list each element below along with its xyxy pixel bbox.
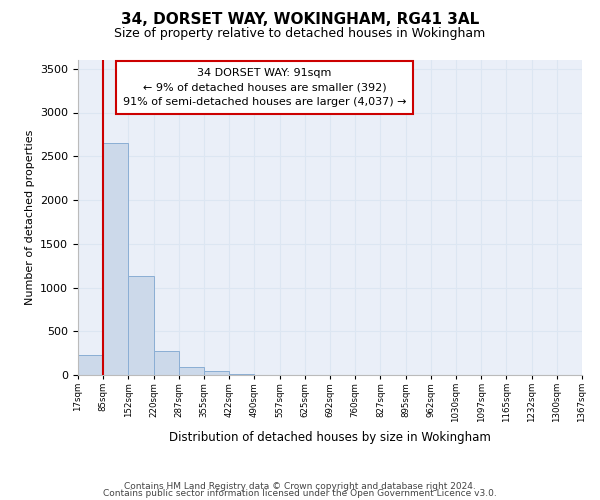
Text: Contains HM Land Registry data © Crown copyright and database right 2024.: Contains HM Land Registry data © Crown c…	[124, 482, 476, 491]
X-axis label: Distribution of detached houses by size in Wokingham: Distribution of detached houses by size …	[169, 430, 491, 444]
Bar	[103, 143, 128, 375]
Text: 34, DORSET WAY, WOKINGHAM, RG41 3AL: 34, DORSET WAY, WOKINGHAM, RG41 3AL	[121, 12, 479, 28]
Bar	[179, 367, 204, 375]
Text: 34 DORSET WAY: 91sqm
← 9% of detached houses are smaller (392)
91% of semi-detac: 34 DORSET WAY: 91sqm ← 9% of detached ho…	[123, 68, 406, 108]
Y-axis label: Number of detached properties: Number of detached properties	[25, 130, 35, 305]
Bar	[154, 350, 179, 375]
Text: Size of property relative to detached houses in Wokingham: Size of property relative to detached ho…	[115, 28, 485, 40]
Bar	[78, 355, 103, 375]
Bar	[204, 370, 229, 375]
Bar	[128, 276, 154, 375]
Bar	[229, 374, 254, 375]
Text: Contains public sector information licensed under the Open Government Licence v3: Contains public sector information licen…	[103, 489, 497, 498]
